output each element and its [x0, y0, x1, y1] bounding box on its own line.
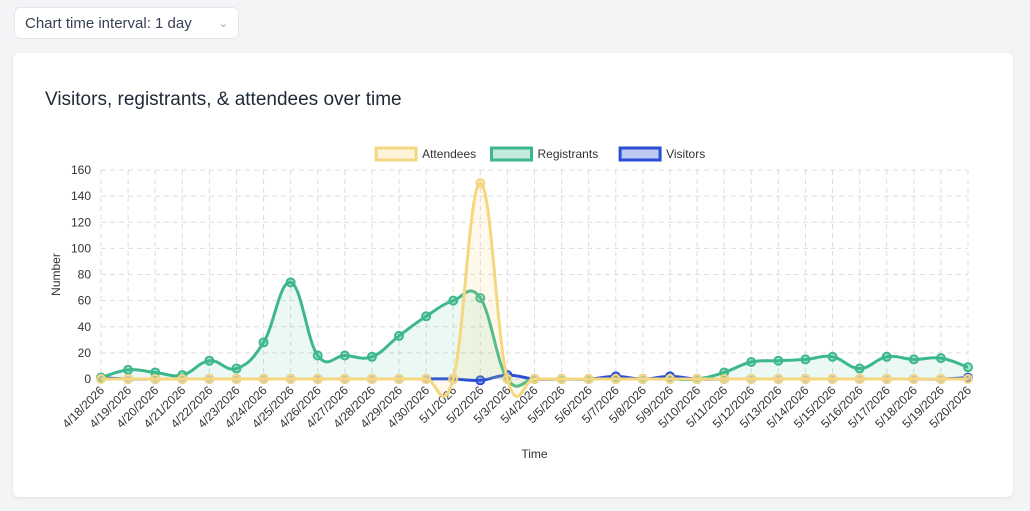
attendees-line: [101, 181, 968, 398]
chart-interval-label: Chart time interval: 1 day: [25, 14, 192, 32]
attendees-point: [96, 374, 106, 384]
attendees-point: [394, 374, 405, 384]
y-tick-label: 80: [78, 268, 92, 282]
legend-label-registrants: Registrants: [538, 147, 599, 161]
attendees-point: [475, 178, 486, 189]
attendees-point: [881, 374, 892, 384]
y-tick-label: 20: [78, 346, 92, 360]
attendees-point: [421, 374, 432, 384]
visitors-point: [475, 375, 486, 386]
y-tick-label: 60: [78, 294, 92, 308]
registrants-point: [881, 351, 892, 362]
line-chart: 0204060801001201401604/18/20264/19/20264…: [49, 146, 974, 461]
registrants-point: [935, 353, 946, 364]
attendees-point: [935, 374, 946, 384]
registrants-point: [339, 350, 350, 361]
registrants-point: [204, 355, 215, 366]
attendees-point: [177, 374, 188, 384]
attendees-point: [556, 374, 567, 384]
registrants-point: [312, 350, 323, 361]
registrants-point: [258, 337, 269, 348]
chart-interval-select[interactable]: Chart time interval: 1 day ⌄: [14, 7, 239, 39]
attendees-point: [285, 374, 296, 384]
attendees-point: [664, 374, 675, 384]
attendees-point: [583, 374, 594, 384]
registrants-point: [285, 277, 296, 288]
registrants-point: [827, 351, 838, 362]
registrants-point: [394, 330, 405, 341]
attendees-point: [150, 374, 161, 384]
y-tick-label: 100: [71, 241, 91, 255]
legend-swatch-attendees: [374, 146, 418, 162]
attendees-point: [908, 374, 919, 384]
attendees-point: [448, 374, 459, 384]
y-tick-label: 160: [71, 163, 91, 177]
attendees-point: [502, 374, 513, 384]
registrants-point: [475, 293, 486, 304]
registrants-point: [908, 354, 919, 365]
attendees-point: [854, 374, 865, 384]
y-tick-label: 40: [78, 320, 92, 334]
y-tick-label: 0: [84, 372, 91, 386]
attendees-point: [312, 374, 323, 384]
attendees-point: [204, 374, 215, 384]
chart-card: Visitors, registrants, & attendees over …: [13, 53, 1013, 497]
legend-label-attendees: Attendees: [422, 147, 476, 161]
registrants-point: [123, 364, 134, 375]
registrants-point: [746, 357, 757, 368]
attendees-point: [963, 374, 973, 384]
y-tick-label: 140: [71, 189, 91, 203]
attendees-point: [366, 374, 377, 384]
registrants-point: [854, 363, 865, 374]
registrants-point: [800, 354, 811, 365]
chart-title: Visitors, registrants, & attendees over …: [45, 89, 402, 110]
attendees-point: [719, 374, 730, 384]
attendees-point: [827, 374, 838, 384]
registrants-point: [366, 351, 377, 362]
attendees-point: [773, 374, 784, 384]
attendees-point: [529, 374, 540, 384]
attendees-point: [339, 374, 350, 384]
attendees-point: [123, 374, 134, 384]
legend-label-visitors: Visitors: [666, 147, 705, 161]
attendees-point: [692, 374, 703, 384]
x-axis-title: Time: [521, 447, 548, 461]
attendees-point: [637, 374, 648, 384]
attendees-point: [800, 374, 811, 384]
registrants-point: [231, 363, 242, 374]
attendees-point: [746, 374, 757, 384]
y-tick-label: 120: [71, 215, 91, 229]
registrants-point: [448, 295, 459, 306]
legend-swatch-registrants: [490, 146, 533, 162]
legend-swatch-visitors: [618, 146, 662, 162]
y-axis-title: Number: [49, 253, 63, 296]
registrants-point: [773, 355, 784, 366]
attendees-point: [231, 374, 242, 384]
registrants-point: [963, 362, 973, 373]
chevron-down-icon: ⌄: [218, 17, 228, 30]
registrants-point: [421, 311, 432, 322]
attendees-point: [610, 374, 621, 384]
attendees-point: [258, 374, 269, 384]
